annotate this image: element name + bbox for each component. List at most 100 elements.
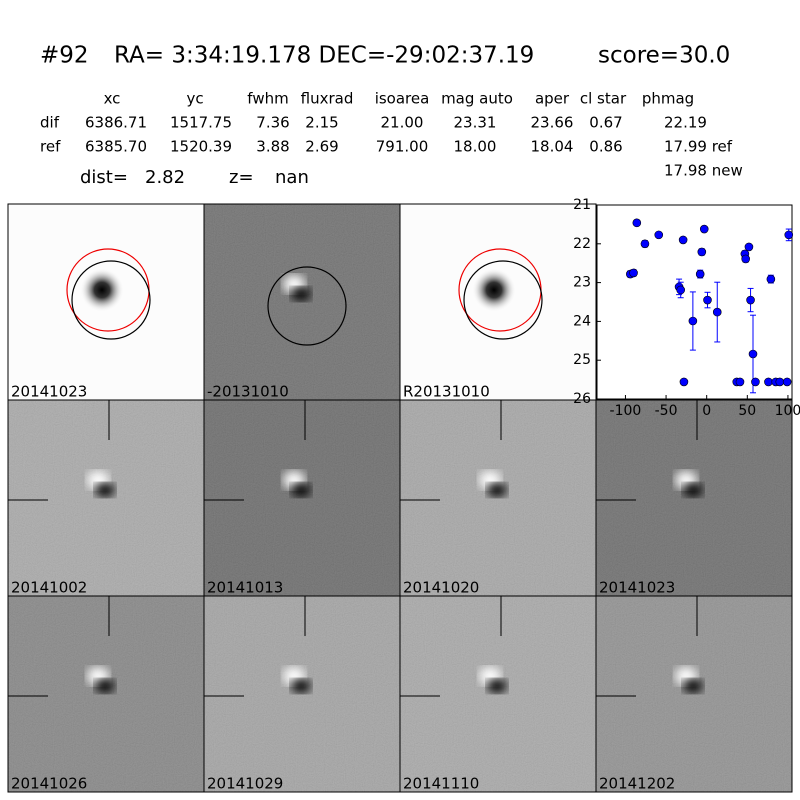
negative-lobe [683, 483, 703, 497]
image-panel: 20141110 [399, 595, 597, 793]
negative-lobe [291, 679, 311, 693]
panel-noise [596, 400, 792, 596]
panel-label: 20141202 [599, 775, 675, 793]
table-cell: 6386.71 [85, 114, 147, 132]
negative-lobe [291, 483, 311, 497]
panel-label: 20141020 [403, 579, 479, 597]
image-panel: R20131010 [399, 203, 597, 401]
panel-noise [8, 596, 204, 792]
panel-noise [204, 204, 400, 400]
table-cell: 6385.70 [85, 138, 147, 156]
negative-lobe [291, 287, 311, 301]
y-tick-label: 26 [573, 391, 591, 407]
point [695, 269, 705, 279]
candidate-id: #92 [40, 43, 89, 69]
y-tick-label: 23 [573, 275, 591, 291]
table-cell: 7.36 [256, 114, 289, 132]
point [744, 242, 754, 252]
panel-label: 20141026 [11, 775, 87, 793]
panel-label: 20141029 [207, 775, 283, 793]
column-header: fluxrad [301, 90, 354, 108]
table-cell: 3.88 [256, 138, 289, 156]
y-tick-label: 22 [573, 236, 591, 252]
aperture [267, 266, 347, 346]
point [703, 295, 712, 305]
panel-noise [596, 596, 792, 792]
panel-noise [400, 596, 596, 792]
point [766, 274, 776, 284]
negative-lobe [95, 483, 115, 497]
y-tick-label: 25 [573, 352, 591, 368]
point [764, 377, 773, 387]
column-header: mag auto [441, 90, 513, 108]
point [784, 230, 794, 240]
table-cell: 18.00 [454, 138, 497, 156]
image-panel: 20141026 [7, 595, 205, 793]
column-header: isoarea [375, 90, 430, 108]
point [632, 218, 642, 228]
point [699, 224, 709, 234]
negative-lobe [95, 679, 115, 693]
point [746, 295, 755, 305]
light-curve: 21 22 23 24 25 26 -100 -50 0 50 100 [573, 197, 800, 419]
image-panel: 20141029 [203, 595, 401, 793]
coordinates: RA= 3:34:19.178 DEC=-29:02:37.19 [114, 43, 534, 69]
point [654, 230, 664, 240]
point [748, 349, 758, 359]
x-tick-label: -100 [610, 403, 642, 419]
table-cell: 23.66 [531, 114, 574, 132]
panel-noise [204, 596, 400, 792]
table-cell: 1517.75 [170, 114, 232, 132]
image-panel: 20141202 [595, 595, 793, 793]
point [629, 268, 638, 278]
point [741, 254, 750, 264]
column-header: phmag [642, 90, 694, 108]
table-cell: 21.00 [381, 114, 424, 132]
panel-noise [400, 400, 596, 596]
column-header: xc [104, 90, 121, 108]
panels: 20141023 -20131010 R20131010 20141002 201410… [7, 203, 793, 793]
panel-frame [595, 595, 793, 793]
aperture [463, 260, 543, 340]
row-label: dif [40, 114, 60, 132]
point [688, 316, 698, 326]
panel-label: 20141013 [207, 579, 283, 597]
column-header: yc [186, 90, 203, 108]
table-cell: 791.00 [376, 138, 429, 156]
negative-lobe [487, 483, 507, 497]
table-cell: 0.67 [589, 114, 622, 132]
z-value: nan [275, 167, 309, 188]
plot-area [596, 204, 793, 400]
panel-label: 20141002 [11, 579, 87, 597]
source [80, 268, 124, 312]
table: xc yc fwhm fluxrad isoarea mag auto aper cl sta… [85, 90, 733, 156]
image-panel: 20141013 [203, 399, 401, 597]
point [697, 247, 707, 257]
panel-label: -20131010 [207, 383, 289, 401]
dist-label: dist= [80, 167, 128, 188]
x-tick-label: 100 [775, 403, 800, 419]
y-tick-label: 24 [573, 313, 591, 329]
y-tick-label: 21 [573, 197, 591, 213]
point [775, 377, 785, 387]
aperture [71, 260, 151, 340]
x-tick-label: 50 [738, 403, 756, 419]
table-cell: 18.04 [531, 138, 574, 156]
point [751, 377, 760, 387]
panel-label: 20141023 [599, 579, 675, 597]
source [472, 268, 516, 312]
dist-value: 2.82 [145, 167, 185, 188]
panel-noise [8, 400, 204, 596]
image-panel: 20141002 [7, 399, 205, 597]
image-panel: -20131010 [203, 203, 401, 401]
table-cell: 23.31 [454, 114, 497, 132]
score: score=30.0 [598, 43, 730, 69]
table-cell: 22.19 [664, 114, 707, 132]
table-cell: 17.99 ref [664, 138, 733, 156]
image-panel: 20141023 [7, 203, 205, 401]
x-tick-label: 0 [702, 403, 711, 419]
point [782, 377, 792, 387]
table-cell: 1520.39 [170, 138, 232, 156]
panel-label: 20141110 [403, 775, 479, 793]
negative-lobe [683, 679, 703, 693]
